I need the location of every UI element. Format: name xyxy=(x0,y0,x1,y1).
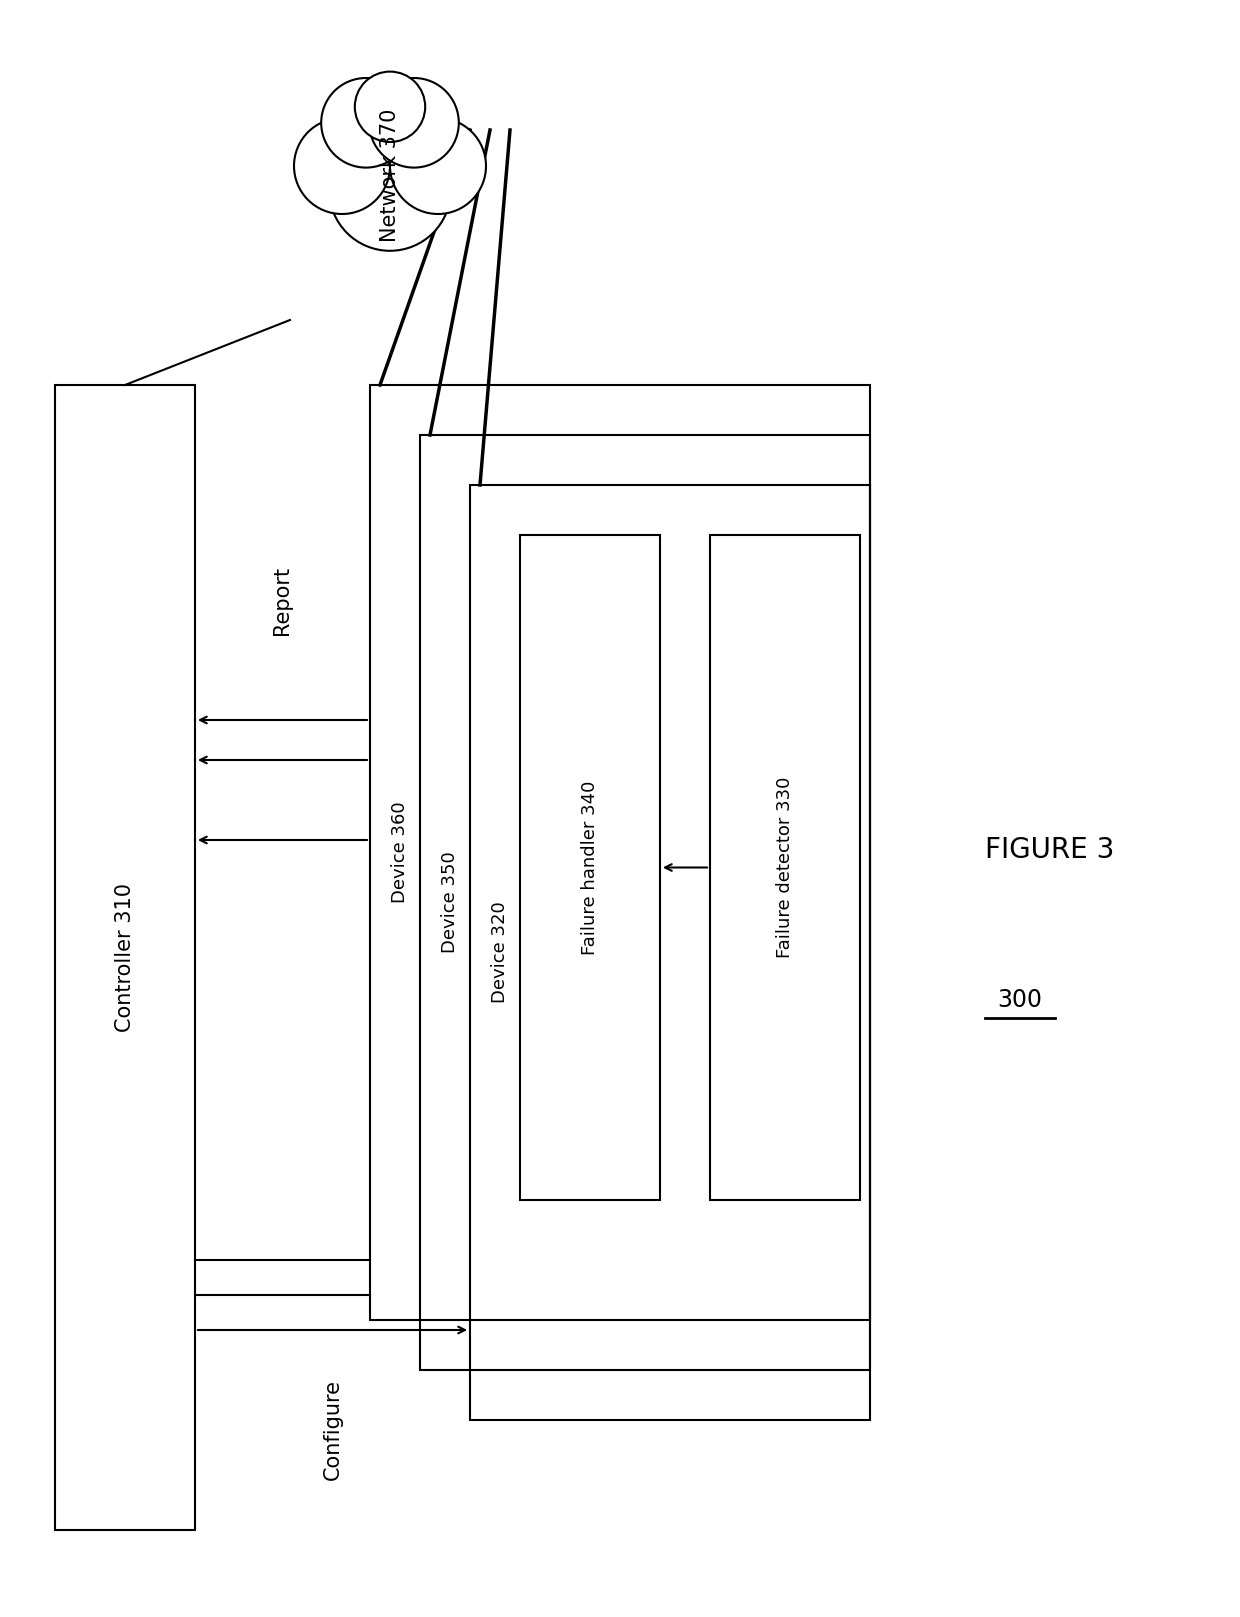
Text: 300: 300 xyxy=(997,988,1043,1012)
Circle shape xyxy=(370,78,459,168)
Circle shape xyxy=(321,78,410,168)
Circle shape xyxy=(355,71,425,142)
Text: Report: Report xyxy=(273,566,293,634)
Text: Configure: Configure xyxy=(322,1379,342,1481)
Text: Network 370: Network 370 xyxy=(379,108,401,241)
Text: Failure handler 340: Failure handler 340 xyxy=(582,781,599,954)
Circle shape xyxy=(391,118,486,213)
Circle shape xyxy=(329,129,451,251)
Text: Controller 310: Controller 310 xyxy=(115,883,135,1032)
Text: Device 360: Device 360 xyxy=(391,802,409,904)
Circle shape xyxy=(294,118,391,213)
Text: Failure detector 330: Failure detector 330 xyxy=(776,776,794,959)
Text: Device 320: Device 320 xyxy=(491,902,508,1004)
Text: Device 350: Device 350 xyxy=(441,852,459,954)
Text: FIGURE 3: FIGURE 3 xyxy=(986,836,1115,863)
